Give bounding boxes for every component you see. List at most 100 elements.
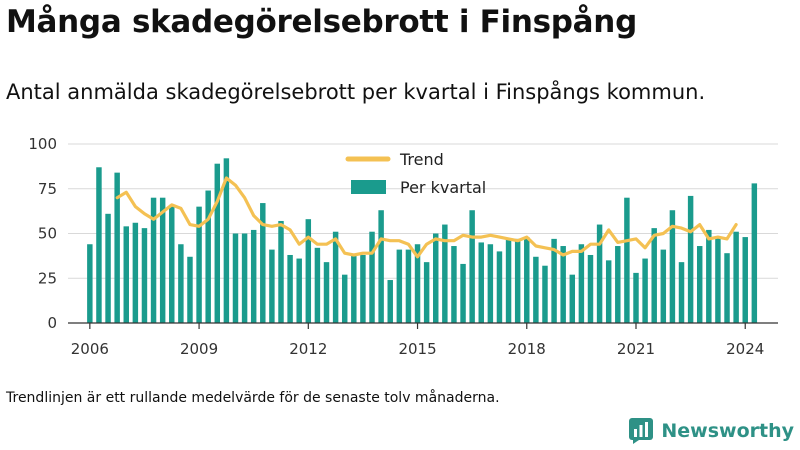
- bar: [169, 204, 175, 323]
- bar: [605, 260, 612, 323]
- bar: [378, 210, 384, 323]
- bar: [405, 249, 412, 323]
- bar: [132, 222, 139, 323]
- bar: [469, 210, 475, 323]
- bar: [651, 228, 657, 323]
- bar: [706, 229, 712, 323]
- x-tick-label: 2024: [726, 340, 764, 358]
- bar: [260, 203, 266, 323]
- bar: [241, 233, 248, 323]
- bar: [487, 244, 494, 323]
- trend-line: [115, 176, 738, 259]
- bar: [624, 197, 630, 323]
- bar: [414, 244, 421, 323]
- bar: [387, 280, 393, 323]
- chart-title: Många skadegörelsebrott i Finspång: [6, 4, 637, 40]
- bar: [460, 263, 466, 323]
- bar: [505, 238, 512, 323]
- bar: [533, 256, 539, 323]
- bar: [369, 231, 375, 323]
- bar: [596, 224, 603, 323]
- bar: [105, 213, 111, 323]
- x-tick-label: 2015: [398, 340, 436, 358]
- bar: [642, 258, 648, 323]
- bar: [141, 228, 148, 323]
- x-tick-label: 2009: [180, 340, 218, 358]
- bar-chart-logo-icon: [629, 418, 654, 444]
- bar: [542, 265, 548, 323]
- bar: [669, 210, 676, 323]
- legend-bar-label: Per kvartal: [400, 178, 486, 197]
- bar-series: [87, 158, 758, 323]
- legend: Trend Per kvartal: [345, 150, 486, 197]
- x-tick-label: 2018: [508, 340, 546, 358]
- bar: [615, 246, 621, 323]
- bar: [396, 249, 403, 323]
- bar: [724, 253, 730, 323]
- chart-canvas: 0 25 50 75 100 2006 2009 2012 2015 2018 2021 2024 T…: [28, 135, 778, 358]
- bar: [205, 190, 211, 323]
- bar: [150, 197, 157, 323]
- bar: [196, 206, 202, 323]
- bar: [178, 244, 184, 323]
- y-tick-label: 25: [38, 269, 57, 287]
- bar: [514, 238, 521, 323]
- bar: [423, 262, 430, 323]
- bar: [733, 231, 739, 323]
- bar: [314, 247, 321, 323]
- bar: [524, 237, 530, 323]
- bar: [360, 254, 366, 323]
- bar: [214, 163, 221, 323]
- bar: [587, 254, 594, 323]
- bar: [287, 254, 293, 323]
- bar: [678, 262, 685, 323]
- bar: [578, 244, 585, 323]
- legend-bar-swatch: [351, 180, 386, 194]
- y-tick-label: 0: [47, 314, 57, 332]
- bar: [478, 242, 484, 323]
- bar: [551, 238, 557, 323]
- bar: [323, 262, 330, 323]
- bar: [696, 246, 703, 323]
- bar: [633, 272, 639, 323]
- bar: [751, 183, 758, 323]
- bar: [269, 249, 275, 323]
- axes: 0 25 50 75 100 2006 2009 2012 2015 2018 2021 2024: [28, 135, 778, 358]
- bar: [341, 274, 348, 323]
- bar: [442, 224, 448, 323]
- bar: [351, 254, 357, 323]
- bar: [187, 256, 193, 323]
- bar: [305, 219, 312, 323]
- bar: [660, 249, 667, 323]
- y-tick-label: 75: [38, 180, 57, 198]
- brand-name: Newsworthy: [661, 420, 794, 442]
- chart-footnote: Trendlinjen är ett rullande medelvärde f…: [6, 390, 500, 406]
- bar: [687, 195, 694, 323]
- bar: [96, 167, 102, 323]
- bar: [123, 226, 129, 323]
- bar: [87, 244, 93, 323]
- y-tick-label: 50: [38, 225, 57, 243]
- bar: [278, 220, 284, 323]
- chart-subtitle: Antal anmälda skadegörelsebrott per kvar…: [6, 80, 706, 104]
- bar: [250, 229, 257, 323]
- bar: [715, 237, 721, 323]
- bar: [114, 172, 120, 323]
- bar: [569, 274, 576, 323]
- y-tick-label: 100: [28, 135, 57, 153]
- bar: [433, 233, 439, 323]
- bar: [496, 251, 503, 323]
- bar: [232, 233, 239, 323]
- brand-logo: Newsworthy: [629, 418, 794, 444]
- trend-series: [115, 176, 738, 259]
- bar: [451, 246, 457, 323]
- bar: [296, 258, 302, 323]
- bar: [332, 231, 339, 323]
- x-tick-label: 2012: [289, 340, 327, 358]
- x-tick-label: 2021: [617, 340, 655, 358]
- bar: [560, 246, 566, 323]
- bar: [742, 237, 748, 323]
- bar: [159, 197, 166, 323]
- bar: [223, 158, 230, 323]
- x-tick-label: 2006: [71, 340, 109, 358]
